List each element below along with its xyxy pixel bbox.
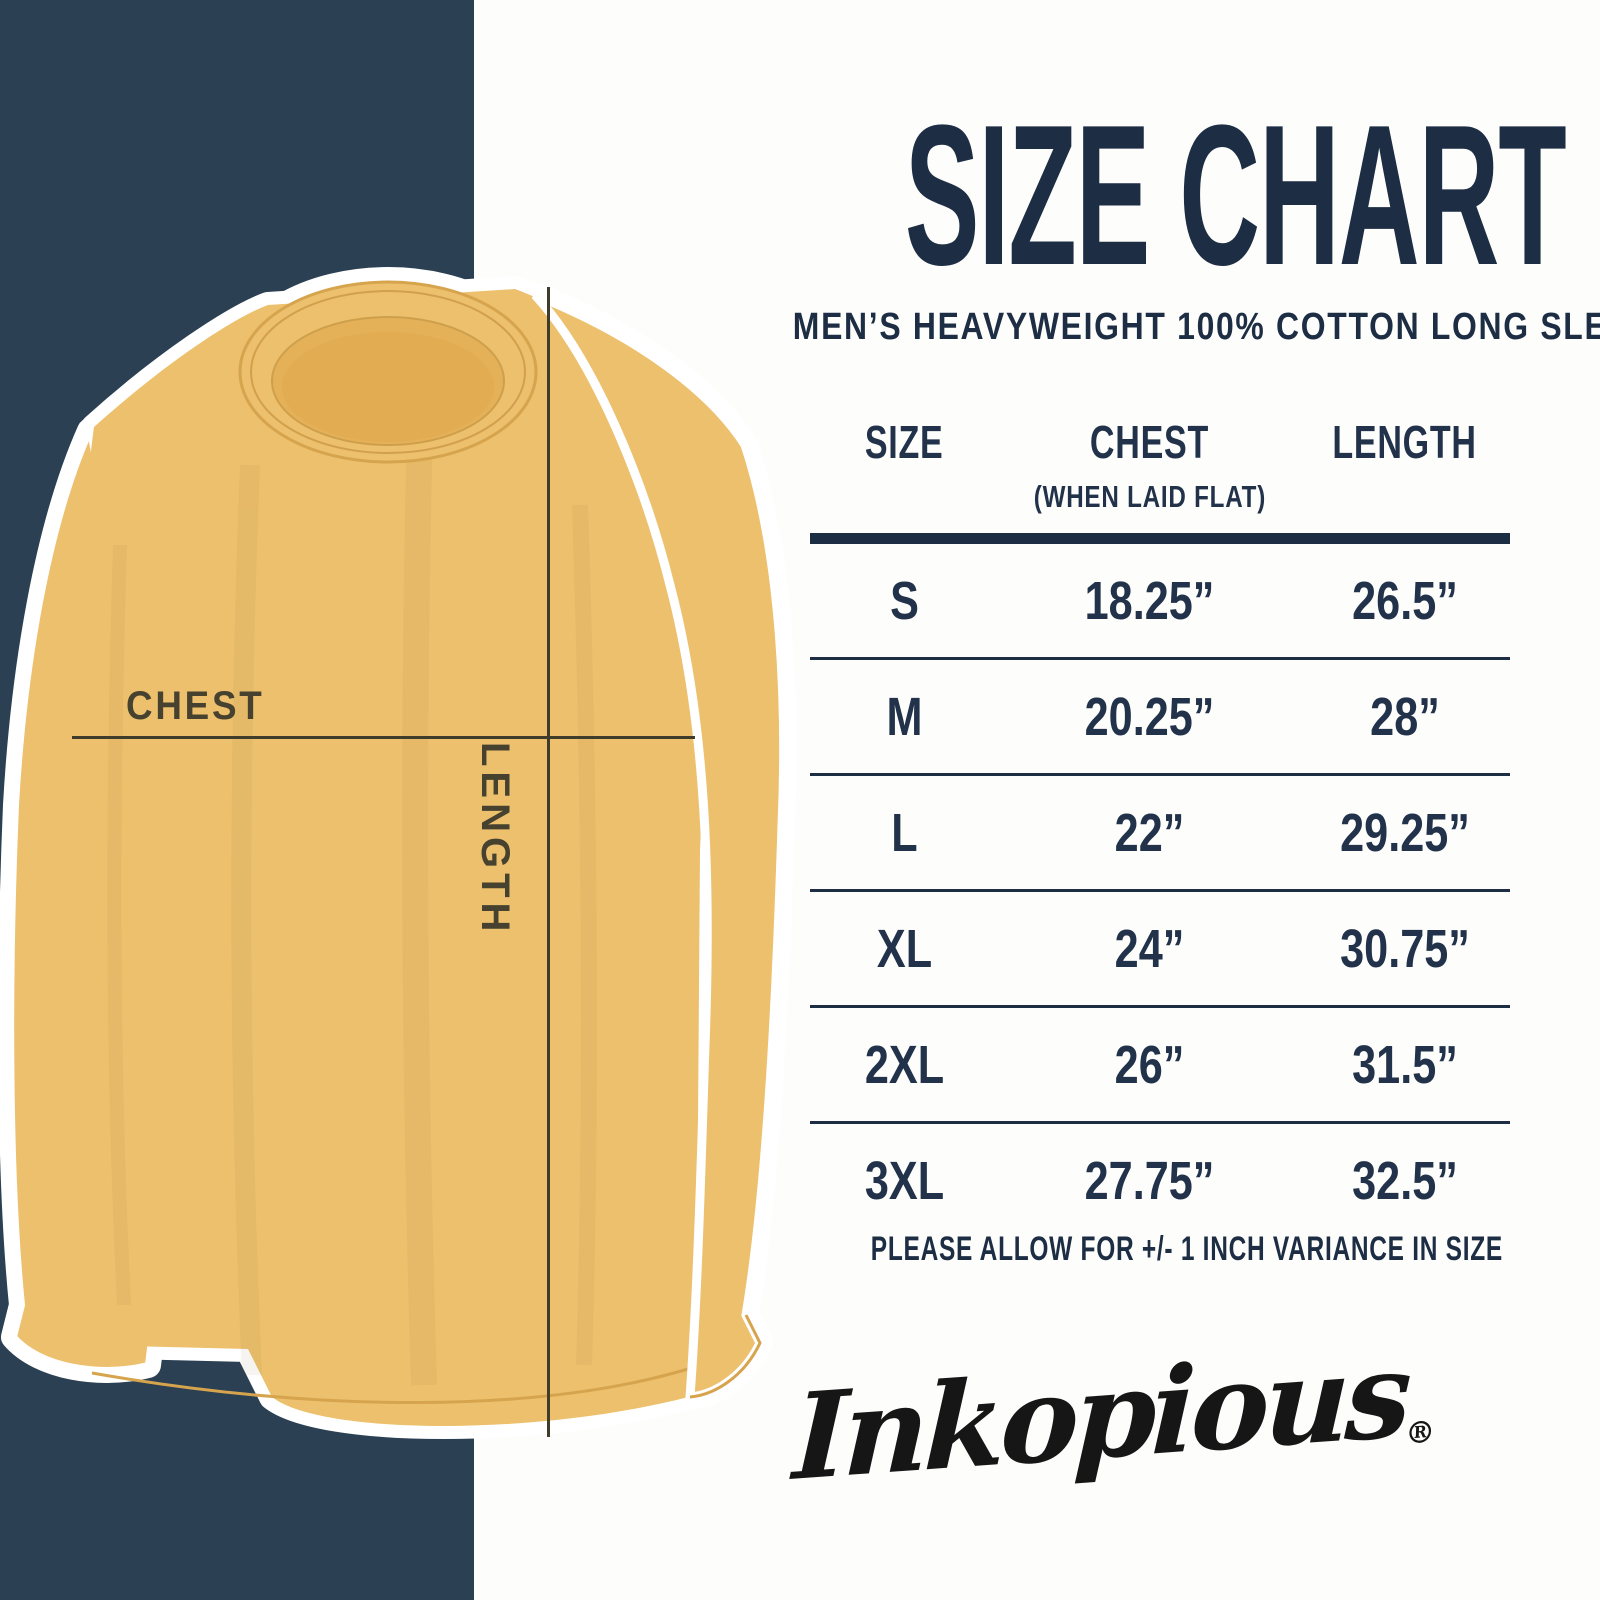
column-header-length: LENGTH (1300, 403, 1510, 533)
cell-chest: 22” (1114, 802, 1185, 863)
registered-mark: ® (1404, 1414, 1436, 1452)
cell-length: 31.5” (1352, 1034, 1458, 1095)
variance-note: PLEASE ALLOW FOR +/- 1 INCH VARIANCE IN … (870, 1230, 1503, 1268)
cell-size: XL (876, 918, 933, 979)
size-table-header: SIZE CHEST (WHEN LAID FLAT) LENGTH (810, 403, 1510, 533)
page-title: SIZE CHART (904, 84, 1567, 307)
table-header-rule (810, 533, 1510, 541)
length-header-label: LENGTH (1332, 416, 1478, 468)
length-measure-line (547, 287, 550, 1437)
cell-size: M (886, 686, 923, 747)
table-row: S 18.25” 26.5” (810, 541, 1510, 657)
cell-chest: 20.25” (1084, 686, 1215, 747)
table-row: L 22” 29.25” (810, 773, 1510, 889)
cell-size: S (890, 570, 919, 631)
cell-chest: 24” (1114, 918, 1185, 979)
fabric-folds (107, 424, 597, 1386)
cell-size: L (891, 802, 918, 863)
brand-logo: Inkopious® (763, 1320, 1466, 1509)
hem-stitch (91, 1367, 689, 1405)
column-header-size: SIZE (810, 403, 999, 533)
cell-length: 30.75” (1340, 918, 1470, 979)
cell-size: 2XL (864, 1034, 945, 1095)
table-row: XL 24” 30.75” (810, 889, 1510, 1005)
table-row: 2XL 26” 31.5” (810, 1005, 1510, 1121)
cell-chest: 27.75” (1084, 1150, 1215, 1211)
chest-header-label: CHEST (1089, 416, 1210, 468)
length-measure-label: LENGTH (473, 742, 517, 937)
size-table: SIZE CHEST (WHEN LAID FLAT) LENGTH S 18.… (810, 403, 1510, 1237)
table-row: 3XL 27.75” 32.5” (810, 1121, 1510, 1237)
chest-header-sublabel: (WHEN LAID FLAT) (1033, 479, 1266, 514)
cell-length: 29.25” (1340, 802, 1470, 863)
table-row: M 20.25” 28” (810, 657, 1510, 773)
brand-logo-text: Inkopious (790, 1324, 1410, 1507)
shirt-collar (238, 280, 538, 464)
chest-measure-label: CHEST (126, 684, 265, 728)
shirt-torso (78, 289, 742, 1426)
cell-chest: 26” (1114, 1034, 1185, 1095)
cuff-stitch (689, 1314, 762, 1399)
cell-length: 28” (1370, 686, 1440, 747)
page-subtitle: MEN’S HEAVYWEIGHT 100% COTTON LONG SLEEV… (792, 306, 1600, 348)
cell-size: 3XL (864, 1150, 945, 1211)
size-header-label: SIZE (865, 416, 944, 468)
cell-length: 26.5” (1352, 570, 1458, 631)
shirt-photo (0, 267, 797, 1439)
cell-chest: 18.25” (1084, 570, 1215, 631)
chest-measure-line (72, 736, 695, 739)
column-header-chest: CHEST (WHEN LAID FLAT) (999, 403, 1300, 533)
cell-length: 32.5” (1352, 1150, 1458, 1211)
